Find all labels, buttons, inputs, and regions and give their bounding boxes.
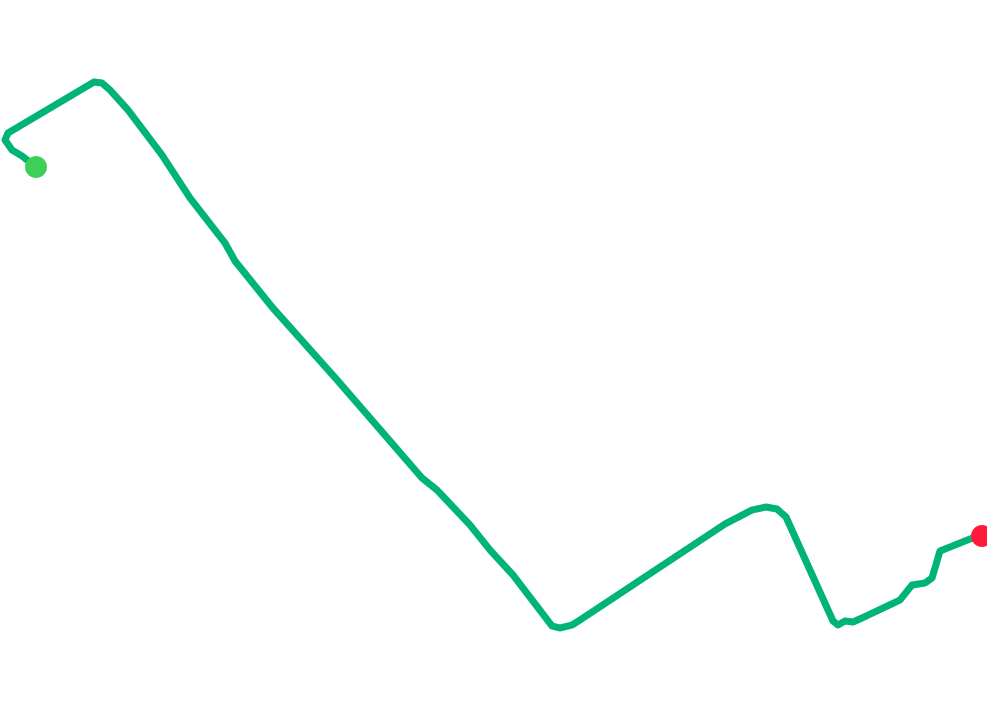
start-marker: [25, 156, 47, 178]
route-line: [1, 78, 984, 632]
end-marker: [971, 525, 987, 547]
